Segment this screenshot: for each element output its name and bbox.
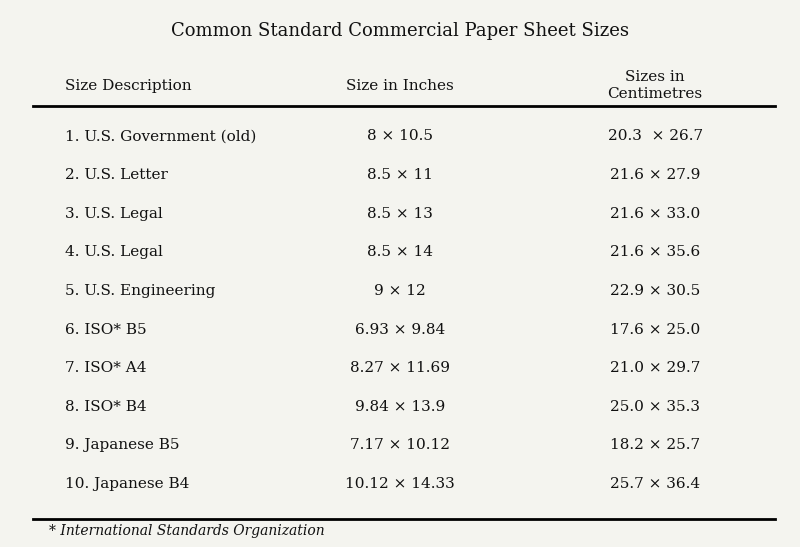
Text: 10. Japanese B4: 10. Japanese B4 <box>65 477 190 491</box>
Text: 17.6 × 25.0: 17.6 × 25.0 <box>610 323 700 336</box>
Text: 21.6 × 33.0: 21.6 × 33.0 <box>610 207 700 220</box>
Text: 25.0 × 35.3: 25.0 × 35.3 <box>610 400 700 414</box>
Text: 7.17 × 10.12: 7.17 × 10.12 <box>350 439 450 452</box>
Text: Common Standard Commercial Paper Sheet Sizes: Common Standard Commercial Paper Sheet S… <box>171 22 629 40</box>
Text: Size Description: Size Description <box>65 79 192 93</box>
Text: 25.7 × 36.4: 25.7 × 36.4 <box>610 477 700 491</box>
Text: 7. ISO* A4: 7. ISO* A4 <box>65 361 146 375</box>
Text: Sizes in
Centimetres: Sizes in Centimetres <box>607 70 702 101</box>
Text: 10.12 × 14.33: 10.12 × 14.33 <box>345 477 455 491</box>
Text: 21.6 × 35.6: 21.6 × 35.6 <box>610 245 700 259</box>
Text: 6. ISO* B5: 6. ISO* B5 <box>65 323 146 336</box>
Text: 18.2 × 25.7: 18.2 × 25.7 <box>610 439 700 452</box>
Text: 8.5 × 11: 8.5 × 11 <box>367 168 433 182</box>
Text: 8. ISO* B4: 8. ISO* B4 <box>65 400 146 414</box>
Text: 3. U.S. Legal: 3. U.S. Legal <box>65 207 163 220</box>
Text: 21.0 × 29.7: 21.0 × 29.7 <box>610 361 700 375</box>
Text: 5. U.S. Engineering: 5. U.S. Engineering <box>65 284 215 298</box>
Text: 4. U.S. Legal: 4. U.S. Legal <box>65 245 163 259</box>
Text: 21.6 × 27.9: 21.6 × 27.9 <box>610 168 700 182</box>
Text: 9 × 12: 9 × 12 <box>374 284 426 298</box>
Text: 9.84 × 13.9: 9.84 × 13.9 <box>355 400 445 414</box>
Text: 8.27 × 11.69: 8.27 × 11.69 <box>350 361 450 375</box>
Text: 2. U.S. Letter: 2. U.S. Letter <box>65 168 168 182</box>
Text: 8.5 × 13: 8.5 × 13 <box>367 207 433 220</box>
Text: 1. U.S. Government (old): 1. U.S. Government (old) <box>65 129 257 143</box>
Text: Size in Inches: Size in Inches <box>346 79 454 93</box>
Text: 6.93 × 9.84: 6.93 × 9.84 <box>355 323 445 336</box>
Text: 22.9 × 30.5: 22.9 × 30.5 <box>610 284 700 298</box>
Text: 20.3  × 26.7: 20.3 × 26.7 <box>607 129 702 143</box>
Text: 8 × 10.5: 8 × 10.5 <box>367 129 433 143</box>
Text: * International Standards Organization: * International Standards Organization <box>50 525 325 538</box>
Text: 8.5 × 14: 8.5 × 14 <box>367 245 433 259</box>
Text: 9. Japanese B5: 9. Japanese B5 <box>65 439 180 452</box>
